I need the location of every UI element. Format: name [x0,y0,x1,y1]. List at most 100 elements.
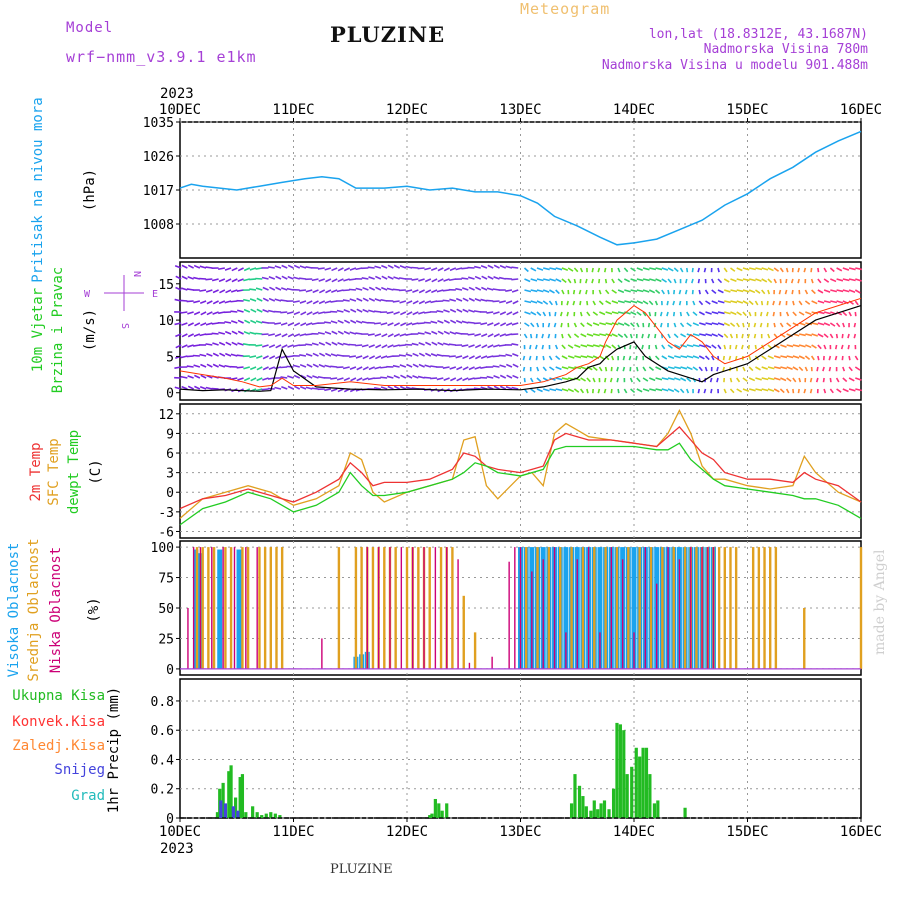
wind-arrow [717,289,724,294]
precip-total-bar [599,803,603,818]
precip-total-bar [634,747,638,818]
wind-arrow [480,298,488,302]
wind-arrow [778,300,782,306]
wind-arrow [305,289,313,293]
wind-arrow [842,289,850,293]
wind-arrow [790,278,794,284]
wind-arrow [330,353,338,357]
top-day-label: 16DEC [840,102,882,118]
wind-arrow [312,363,319,368]
wind-arrow [561,289,565,295]
wind-arrow [617,333,624,338]
wind-arrow [249,267,257,271]
wind-arrow [187,322,194,327]
wind-arrow [305,386,313,390]
wind-arrow [312,289,319,294]
wind-arrow [667,366,675,370]
cloud-mid-bar [559,547,562,669]
wind-arrow [610,388,613,394]
cloud-low-bar [423,547,425,669]
wind-arrow [481,344,488,349]
wind-arrow [699,333,707,337]
wind-arrow [193,333,201,337]
wind-arrow [604,377,607,383]
wind-arrow [400,374,407,379]
wind-arrow [804,300,811,305]
cloud-mid-bar [439,547,443,669]
wind-arrow [674,377,681,381]
wind-arrow [455,287,463,291]
wind-arrow [778,289,782,295]
wind-arrow [667,289,670,295]
wind-arrow [549,289,555,294]
wind-arrow [212,300,219,305]
precip-ylabel: 1hr Precip (mm) [106,687,122,813]
wind-arrow [854,300,859,306]
precip-total-bar [622,730,626,818]
wind-arrow [186,288,194,291]
wind-arrow [630,311,637,316]
wind-arrow [742,377,748,382]
cloud-mid-bar [258,547,261,669]
wind-arrow [356,297,363,302]
wind-arrow [368,344,375,349]
wind-arrow [425,352,432,357]
precip-total-bar [273,813,277,818]
wind-arrow [754,289,761,294]
wind-arrow [728,355,732,361]
cloud-low-bar [707,547,709,669]
wind-arrow [349,298,357,302]
wind-arrow [443,330,450,335]
wind-arrow [286,365,294,368]
wind-arrow [848,355,851,361]
wind-arrow [674,366,682,370]
wind-arrow [580,344,588,348]
wind-arrow [236,309,244,313]
wind-arrow [848,267,856,271]
wind-arrow [424,364,432,368]
wind-arrow [573,278,577,284]
y-tick-label: 9 [166,427,174,442]
y-tick-label: 5 [166,350,174,365]
wind-arrow [212,342,219,346]
wind-arrow [616,366,619,372]
wind-arrow [561,355,568,360]
wind-arrow [324,388,332,392]
precip-total-bar [255,812,259,818]
wind-arrow [705,344,712,349]
wind-arrow [387,322,394,327]
wind-arrow [493,276,500,280]
wind-arrow [237,342,244,346]
wind-arrow [528,355,532,361]
wind-arrow [780,344,787,348]
y-tick-label: 0 [166,486,174,501]
wind-arrow [823,311,831,315]
wind-arrow [480,322,488,326]
cloud-low-bar [233,547,236,669]
wind-arrow [711,355,715,361]
wind-arrow [773,278,777,284]
wind-arrow [655,267,663,271]
wind-arrow-field [174,264,863,394]
wind-arrow [617,267,621,273]
wind-arrow [324,321,332,324]
wind-arrow [591,278,594,284]
wind-arrow [280,287,288,291]
wind-arrow [547,322,551,328]
cloud-ylabel-mid: Srednja Oblacnost [26,538,42,681]
wind-arrow [456,377,463,382]
wind-arrow [698,300,704,306]
wind-arrow [437,319,444,324]
wind-arrow [236,289,244,292]
compass-n: N [131,271,142,277]
wind-arrow [617,289,625,294]
wind-arrow [611,300,619,304]
wind-arrow [579,311,583,317]
pressure-unit: (hPa) [82,169,98,211]
wind-arrow [605,289,610,295]
wind-arrow [630,322,635,328]
wind-arrow [698,355,705,360]
wind-arrow [567,278,572,284]
cloud-low-bar [644,547,647,669]
wind-arrow [355,344,363,347]
